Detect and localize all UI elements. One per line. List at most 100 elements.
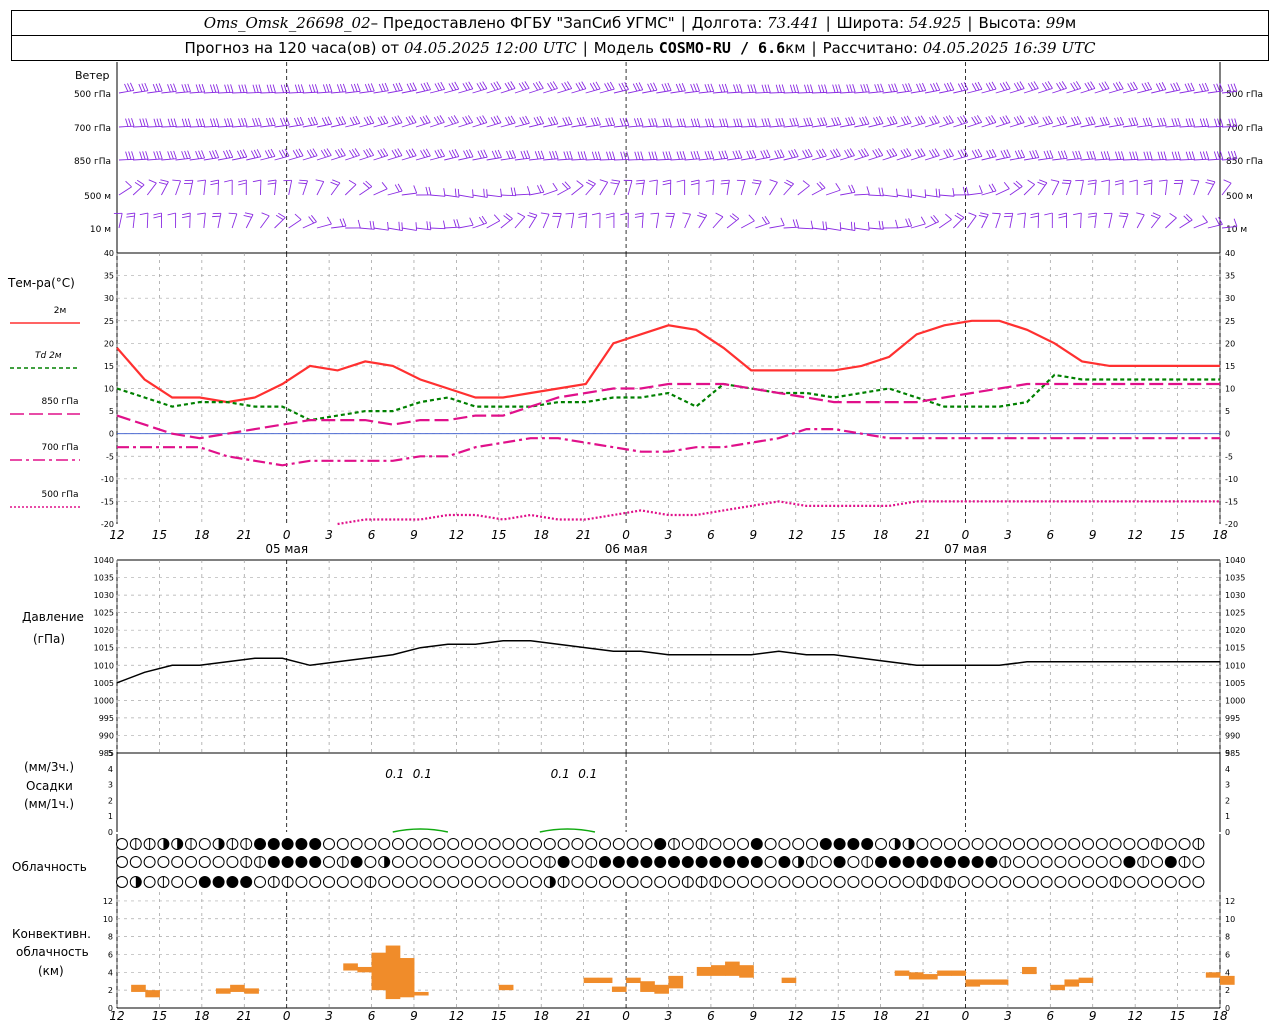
wind-barb-flag [391,117,397,125]
wind-barb-flag [905,218,910,227]
cloud-cover-circle [1192,856,1205,868]
wind-barb-flag [1173,82,1178,91]
wind-barb-flag [860,84,864,93]
precip-tick-left: 2 [108,796,113,805]
wind-barb [684,83,700,94]
wind-barb-shaft [458,194,474,199]
wind-barb-flag [839,222,842,231]
wind-barb-flag [1176,82,1181,91]
wind-barb [649,179,658,196]
wind-barb-flag [349,149,355,158]
wind-barb-shaft [288,155,304,161]
wind-barb-flag [1185,213,1193,221]
cloud-cover-circle [875,838,887,850]
wind-barb-flag [324,116,330,125]
wind-barb-flag [195,84,200,93]
wind-barb-flag [227,84,231,93]
wind-barb-flag [391,150,397,158]
wind-barb-flag [1087,179,1097,182]
wind-barb-shaft [528,87,544,94]
time-tick-label: 9 [410,528,418,542]
wind-barb-flag [905,83,910,92]
temp-tick-left: 5 [109,407,114,416]
wind-barb-shaft [585,158,601,161]
wind-barb-flag [465,116,471,124]
wind-barb-shaft [331,123,346,128]
wind-barb-flag [384,82,389,91]
wind-barb-flag [297,84,302,93]
wind-barb-flag [1228,118,1232,127]
wind-barb-flag [991,115,997,123]
wind-barb-shaft [727,157,742,161]
cloud-cover-circle [847,856,860,868]
wind-barb-flag [924,189,927,198]
wind-barb-shaft [1066,180,1072,196]
wind-barb-flag [1084,83,1090,91]
wind-barb-shaft [514,216,526,229]
wind-barb [401,115,417,128]
time-tick-label-bottom: 9 [750,1009,758,1023]
wind-barb-flag [1143,151,1147,160]
wind-barb-shaft [1037,212,1040,229]
wind-barb-flag [1114,182,1124,186]
cloud-cover-fill [309,856,321,868]
wind-barb-flag [294,213,302,220]
wind-barb-flag [255,117,259,127]
wind-barb-flag [766,149,771,158]
wind-barb [500,187,517,197]
wind-barb-flag [325,84,330,93]
model-unit: км [785,39,806,57]
wind-barb-flag [931,116,937,124]
wind-barb [981,183,997,196]
wind-barb-flag [456,219,460,228]
wind-barb-flag [267,149,273,158]
wind-barb-shaft [401,192,417,196]
wind-barb [797,180,810,196]
wind-barb [953,212,965,229]
wind-barb-flag [846,84,850,93]
wind-barb-flag [974,82,980,91]
wind-barb-shaft [1122,88,1138,94]
cloud-cover-circle [143,856,156,868]
wind-barb-flag [451,82,457,91]
wind-barb-flag [295,149,301,157]
wind-barb-shaft [528,123,544,128]
wind-barb-shaft [316,223,332,229]
wind-barb-flag [1133,81,1138,90]
cloud-cover-circle [364,856,377,868]
conv-cloud-bar [668,975,684,989]
wind-barb-shaft [401,155,417,161]
cloud-cover-circle [1095,838,1108,850]
temp-tick-right: 5 [1225,407,1230,416]
cloud-cover-fill [875,856,887,868]
wind-barb-flag [668,118,672,127]
wind-barb-flag [608,117,613,126]
wind-barb-flag [354,148,360,156]
wind-barb-shaft [981,190,997,196]
cloud-cover-fill [751,838,763,850]
cloud-cover-circle [323,876,335,888]
wind-barb [727,118,743,128]
wind-barb-shaft [1051,181,1060,196]
wind-barb-shaft [868,194,884,197]
press-tick-left: 1025 [94,609,114,618]
wind-barb-flag [566,151,570,160]
cloud-cover-circle [350,876,363,888]
wind-barb-shaft [896,122,912,128]
wind-barb-flag [1129,151,1133,160]
wind-barb-flag [1049,150,1054,159]
wind-barb-flag [1078,150,1082,159]
wind-barb-shaft [415,227,431,231]
conv-cloud-bar [965,979,981,987]
cloud-cover-circle [764,876,777,888]
wind-barb-flag [479,82,485,90]
wind-barb-flag [1118,151,1122,160]
wind-barb-shaft [232,125,248,128]
wind-barb-flag [1002,116,1008,124]
wind-barb-flag [980,212,989,216]
wind-barb-flag [864,116,870,125]
wind-barb-flag [148,179,157,184]
wind-barb [183,179,194,196]
wind-barb-flag [527,186,531,195]
